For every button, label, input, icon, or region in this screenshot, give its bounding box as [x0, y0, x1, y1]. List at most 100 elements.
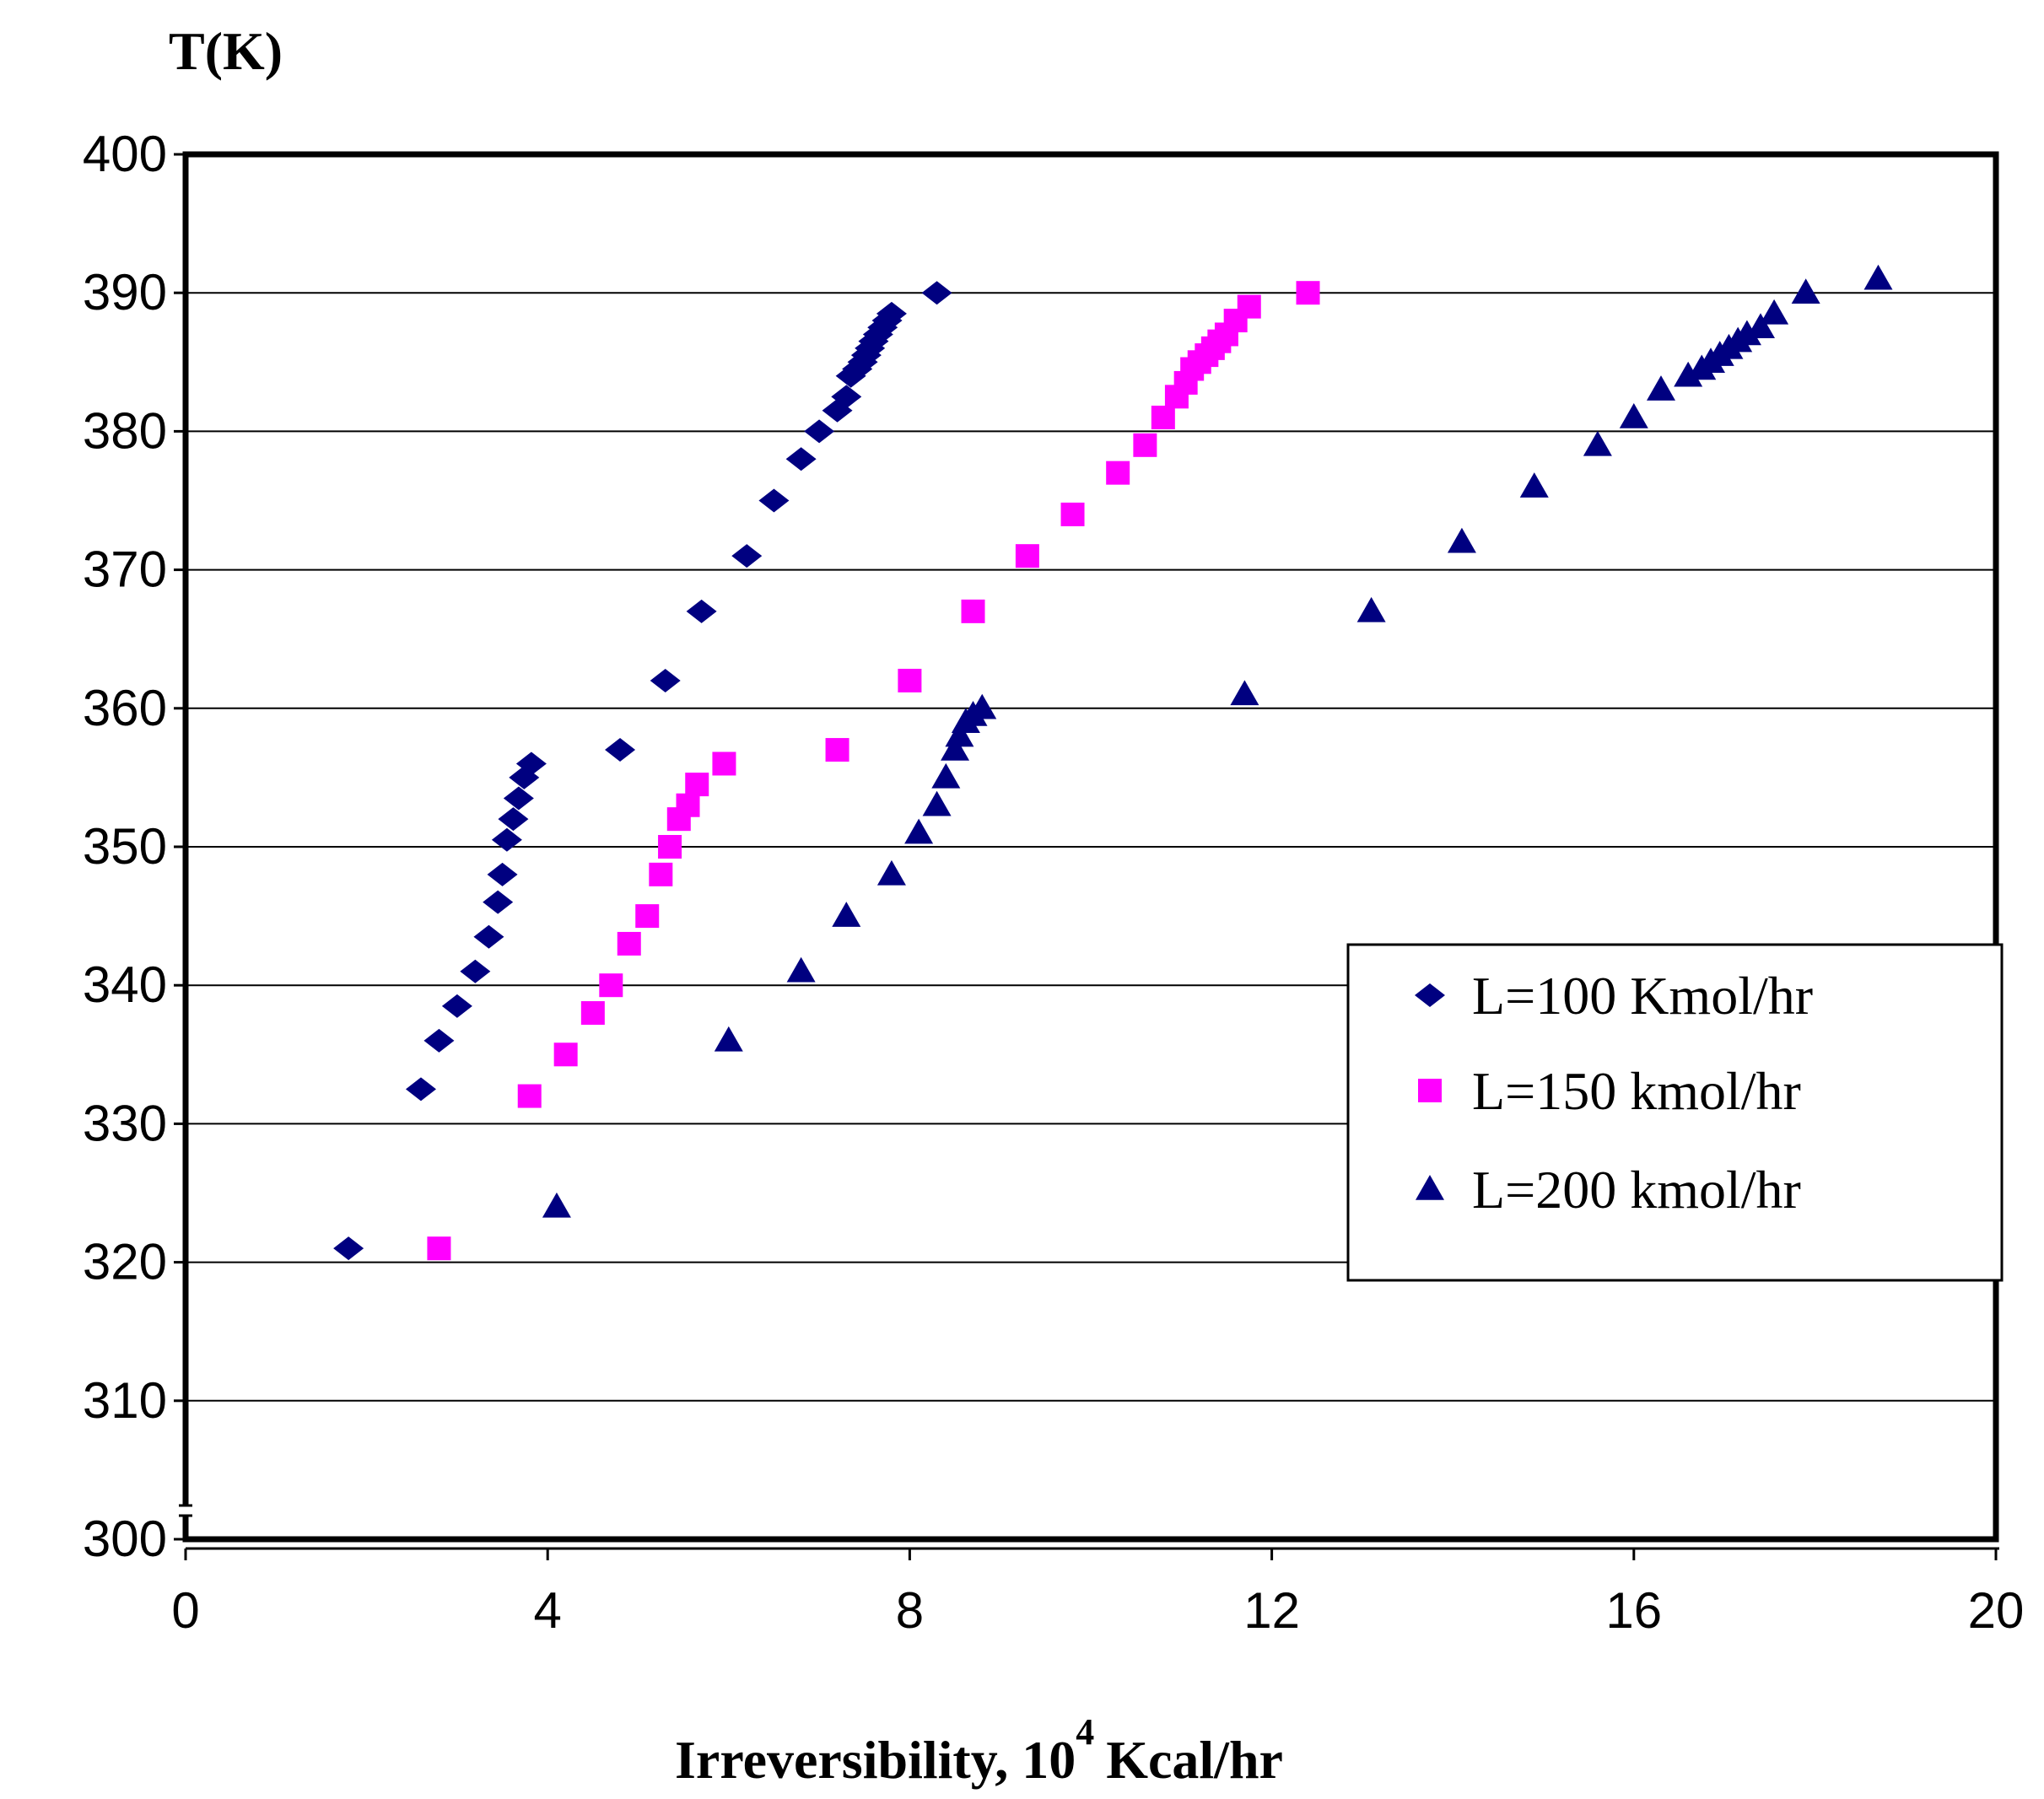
series-2-point-4 — [580, 1001, 605, 1026]
series-3-point-13 — [968, 693, 997, 719]
series-1-point-3 — [423, 1028, 455, 1053]
series-2-point-14 — [825, 738, 849, 762]
axis-break — [179, 1505, 192, 1516]
series-3-point-20 — [1646, 375, 1675, 401]
series-1-point-16 — [686, 599, 717, 623]
series-2-point-21 — [1151, 405, 1175, 429]
y-tick-label-400: 400 — [83, 126, 167, 182]
series-2-point-15 — [898, 668, 922, 692]
y-tick-label-340: 340 — [83, 956, 167, 1013]
series-2-point-18 — [1060, 502, 1085, 526]
series-2-point-8 — [649, 862, 673, 886]
y-tick-label-360: 360 — [83, 680, 167, 736]
series-1-point-9 — [491, 827, 522, 852]
y-tick-label-320: 320 — [83, 1234, 167, 1290]
legend-marker-1 — [1415, 983, 1445, 1007]
series-1-point-4 — [441, 994, 472, 1018]
axis-ticks: 300 310 320 330 340 350 360 370 380 390 400 0 4 8 12 16… — [83, 126, 2024, 1639]
series-3-point-14 — [1230, 680, 1259, 706]
legend-entries: L=100 Kmol/hr L=150 kmol/hr L=200 kmol/hr — [1415, 966, 1813, 1220]
series-3-point-5 — [876, 859, 906, 886]
series-2-point-2 — [517, 1084, 542, 1108]
series-1-point-1 — [333, 1236, 364, 1261]
series-2-point-6 — [617, 931, 641, 956]
series-2-point-20 — [1133, 433, 1157, 457]
series-2-point-16 — [961, 599, 985, 623]
series-3-point-3 — [786, 956, 816, 983]
y-tick-label-390: 390 — [83, 264, 167, 320]
series-3-point-30 — [1791, 278, 1820, 304]
series-2-point-9 — [658, 835, 682, 859]
series-1-point-17 — [731, 544, 763, 568]
series-1-point-14 — [605, 738, 636, 762]
series-3-point-19 — [1619, 402, 1648, 428]
x-tick-label-12: 12 — [1243, 1582, 1300, 1639]
series-1-point-22 — [831, 385, 862, 409]
data-points — [333, 264, 1893, 1261]
series-1-point-33 — [921, 281, 952, 305]
series-2-point-1 — [427, 1236, 451, 1261]
legend-marker-2 — [1418, 1079, 1442, 1102]
series-1-point-19 — [785, 447, 817, 471]
legend-label-3: L=200 kmol/hr — [1472, 1160, 1801, 1220]
series-3-point-1 — [542, 1192, 571, 1218]
series-3-point-17 — [1519, 472, 1549, 498]
y-tick-label-350: 350 — [83, 818, 167, 875]
series-3-point-10 — [945, 721, 974, 747]
series-3-point-31 — [1863, 264, 1893, 290]
series-1-point-8 — [487, 862, 518, 886]
y-tick-label-380: 380 — [83, 402, 167, 459]
series-1-point-2 — [405, 1077, 436, 1101]
series-1-point-18 — [758, 488, 790, 513]
series-3-point-4 — [832, 902, 861, 927]
x-tick-label-4: 4 — [534, 1582, 562, 1639]
series-2-point-32 — [1296, 281, 1320, 305]
series-3-point-16 — [1447, 527, 1476, 553]
series-2-point-7 — [635, 904, 660, 929]
series-3-point-2 — [714, 1026, 743, 1052]
gridlines — [186, 292, 1996, 1402]
legend-marker-3 — [1416, 1175, 1444, 1200]
series-2-point-17 — [1015, 544, 1039, 568]
series-3-point-6 — [904, 818, 934, 844]
y-tick-label-310: 310 — [83, 1372, 167, 1429]
x-tick-label-16: 16 — [1605, 1582, 1662, 1639]
series-1-point-13 — [515, 751, 547, 776]
y-tick-label-330: 330 — [83, 1095, 167, 1151]
x-axis-title: Irreversibility, 104 Kcal/hr — [675, 1711, 1283, 1790]
series-1-point-15 — [650, 668, 681, 692]
series-2-point-12 — [685, 773, 709, 797]
series-2-point-19 — [1106, 461, 1130, 485]
x-axis-title-main: Irreversibility, 10 — [675, 1730, 1076, 1790]
series-2-point-31 — [1237, 294, 1261, 319]
series-2-point-11 — [676, 793, 700, 817]
series-3-point-15 — [1356, 596, 1386, 622]
series-1-point-7 — [483, 890, 514, 914]
x-tick-label-20: 20 — [1968, 1582, 2025, 1639]
series-1-point-32 — [876, 301, 907, 326]
series-2-point-3 — [553, 1042, 578, 1067]
x-tick-label-0: 0 — [171, 1582, 199, 1639]
series-3-point-27 — [1732, 320, 1761, 346]
legend-box — [1346, 943, 2004, 1282]
series-3-point-28 — [1746, 313, 1776, 338]
series-3-point-29 — [1760, 299, 1789, 325]
x-axis-title-suffix: Kcal/hr — [1106, 1730, 1283, 1790]
series-1-point-11 — [503, 786, 534, 811]
series-3-point-9 — [941, 735, 970, 761]
y-tick-label-300: 300 — [83, 1511, 167, 1567]
series-3-point-21 — [1674, 361, 1703, 387]
x-tick-label-8: 8 — [896, 1582, 924, 1639]
y-axis-title: T(K) — [169, 21, 283, 81]
legend: L=100 Kmol/hr L=150 kmol/hr L=200 kmol/hr — [1346, 943, 2004, 1282]
legend-label-2: L=150 kmol/hr — [1472, 1061, 1801, 1121]
series-2-point-5 — [599, 973, 623, 998]
x-axis-title-exponent: 4 — [1076, 1711, 1094, 1753]
series-2-point-13 — [712, 751, 736, 776]
series-1-point-5 — [460, 959, 491, 983]
series-3-point-7 — [922, 790, 952, 816]
legend-label-1: L=100 Kmol/hr — [1472, 966, 1813, 1026]
y-tick-label-370: 370 — [83, 541, 167, 598]
